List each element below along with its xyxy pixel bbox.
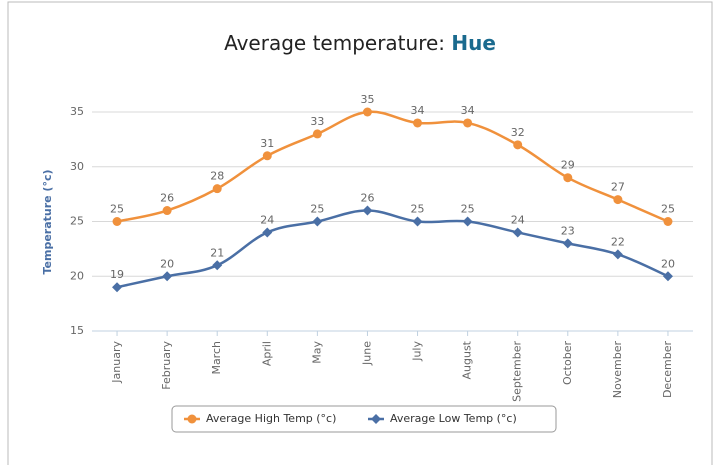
x-tick-label: May — [310, 341, 323, 364]
legend-label: Average High Temp (°c) — [206, 412, 336, 425]
x-tick-label: February — [160, 341, 173, 390]
marker — [312, 216, 323, 227]
marker — [412, 216, 423, 227]
marker — [312, 129, 322, 139]
y-tick-label: 20 — [70, 269, 84, 282]
x-tick-label: July — [411, 341, 424, 362]
marker — [663, 217, 673, 226]
title-highlight: Hue — [451, 31, 496, 55]
legend-marker — [187, 414, 197, 424]
data-label: 25 — [461, 203, 475, 216]
data-label: 25 — [110, 203, 124, 216]
y-tick-label: 15 — [70, 324, 84, 337]
marker — [362, 205, 373, 216]
marker — [362, 107, 372, 117]
chart-title: Average temperature: Hue — [224, 31, 496, 55]
x-tick-label: January — [110, 341, 123, 384]
data-label: 27 — [611, 181, 625, 194]
title-main: Average temperature: — [224, 31, 445, 55]
data-label: 34 — [461, 104, 475, 117]
data-label: 21 — [210, 246, 224, 259]
data-label: 20 — [160, 257, 174, 270]
marker — [612, 249, 623, 260]
data-label: 33 — [310, 115, 324, 128]
marker — [262, 227, 273, 238]
x-tick-label: August — [461, 340, 474, 379]
data-label: 28 — [210, 170, 224, 183]
marker — [112, 217, 122, 226]
data-label: 20 — [661, 257, 675, 270]
data-label: 34 — [411, 104, 425, 117]
marker — [562, 238, 573, 249]
data-label: 22 — [611, 235, 625, 248]
data-label: 29 — [561, 159, 575, 172]
x-tick-label: June — [360, 341, 373, 366]
x-tick-label: March — [210, 341, 223, 375]
marker — [662, 271, 673, 282]
marker — [212, 184, 222, 194]
marker — [512, 227, 523, 238]
marker — [563, 173, 573, 183]
marker — [162, 206, 172, 216]
legend-marker — [371, 414, 381, 424]
data-label: 26 — [360, 192, 374, 205]
legend — [171, 405, 557, 433]
marker — [262, 151, 272, 161]
marker — [162, 271, 173, 282]
series-line — [116, 110, 669, 223]
data-label: 26 — [160, 192, 174, 205]
y-axis-label: Temperature (°c) — [41, 169, 54, 274]
frame — [7, 1, 713, 465]
data-label: 23 — [561, 224, 575, 237]
data-label: 31 — [260, 137, 274, 150]
marker — [212, 260, 223, 271]
x-tick-label: September — [511, 341, 524, 402]
data-label: 19 — [110, 268, 124, 281]
y-tick-label: 30 — [70, 160, 84, 173]
x-tick-label: October — [561, 341, 574, 385]
data-label: 25 — [310, 203, 324, 216]
data-label: 24 — [511, 213, 525, 226]
x-tick-label: November — [611, 341, 624, 399]
data-label: 24 — [260, 213, 274, 226]
data-label: 25 — [661, 203, 675, 216]
series-line — [116, 209, 669, 289]
data-label: 32 — [511, 126, 525, 139]
legend-label: Average Low Temp (°c) — [390, 412, 517, 425]
marker — [413, 118, 423, 128]
marker — [513, 140, 523, 150]
marker — [112, 282, 123, 293]
marker — [463, 118, 473, 128]
data-label: 35 — [360, 93, 374, 106]
x-tick-label: April — [260, 341, 273, 366]
x-tick-label: December — [661, 341, 674, 399]
data-label: 25 — [411, 203, 425, 216]
marker — [613, 195, 623, 205]
marker — [462, 216, 473, 227]
y-tick-label: 25 — [70, 215, 84, 228]
y-tick-label: 35 — [70, 105, 84, 118]
